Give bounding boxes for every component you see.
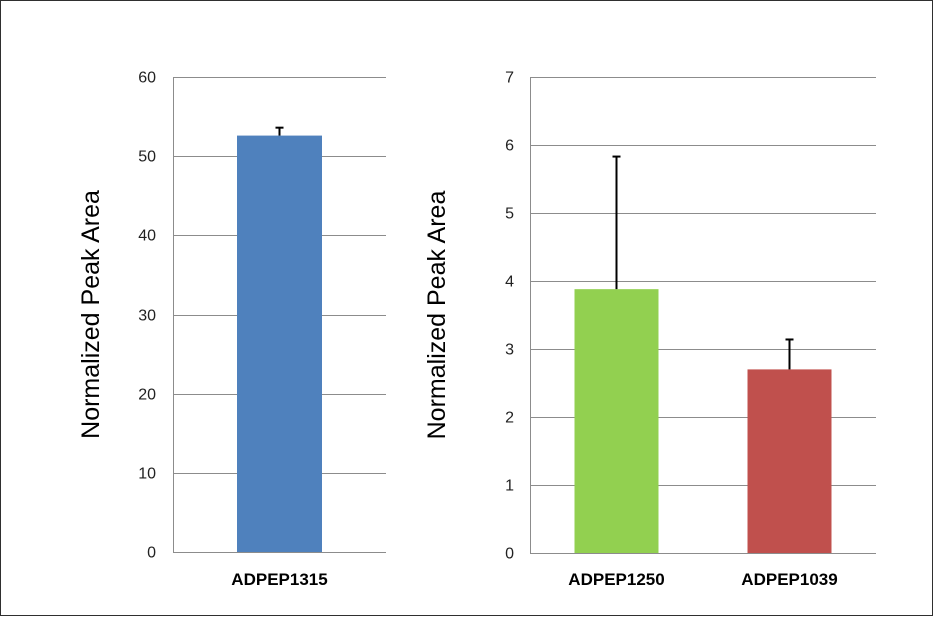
y-tick-label-6: 6 <box>505 138 514 155</box>
bar-ADPEP1315 <box>237 135 322 553</box>
y-tick-label-0: 0 <box>505 546 514 563</box>
y-tick-label-4: 4 <box>505 274 514 291</box>
y-tick-label-20: 20 <box>138 387 156 404</box>
y-tick-label-60: 60 <box>138 70 156 87</box>
y-tick-label-3: 3 <box>505 342 514 359</box>
y-tick-label-40: 40 <box>138 228 156 245</box>
y-tick-label-30: 30 <box>138 308 156 325</box>
left-bar-chart: 0 10 20 30 40 50 60 Normalized Peak Area ADPEP13… <box>77 70 386 589</box>
y-tick-label-5: 5 <box>505 206 514 223</box>
y-tick-label-1: 1 <box>505 478 514 495</box>
category-label-ADPEP1315: ADPEP1315 <box>231 570 327 589</box>
y-tick-label-0: 0 <box>147 545 156 562</box>
category-label-ADPEP1250: ADPEP1250 <box>568 570 664 589</box>
y-axis-title: Normalized Peak Area <box>423 191 451 440</box>
y-tick-label-7: 7 <box>505 70 514 87</box>
right-bar-chart: 0 1 2 3 4 5 6 7 Normalized Peak Area ADPEP1250 ADP… <box>423 70 876 589</box>
y-tick-label-2: 2 <box>505 410 514 427</box>
y-tick-label-10: 10 <box>138 466 156 483</box>
y-tick-label-50: 50 <box>138 149 156 166</box>
y-axis-title: Normalized Peak Area <box>77 190 105 439</box>
category-label-ADPEP1039: ADPEP1039 <box>741 570 837 589</box>
bar-ADPEP1250 <box>574 289 659 553</box>
bar-ADPEP1039 <box>747 369 832 553</box>
